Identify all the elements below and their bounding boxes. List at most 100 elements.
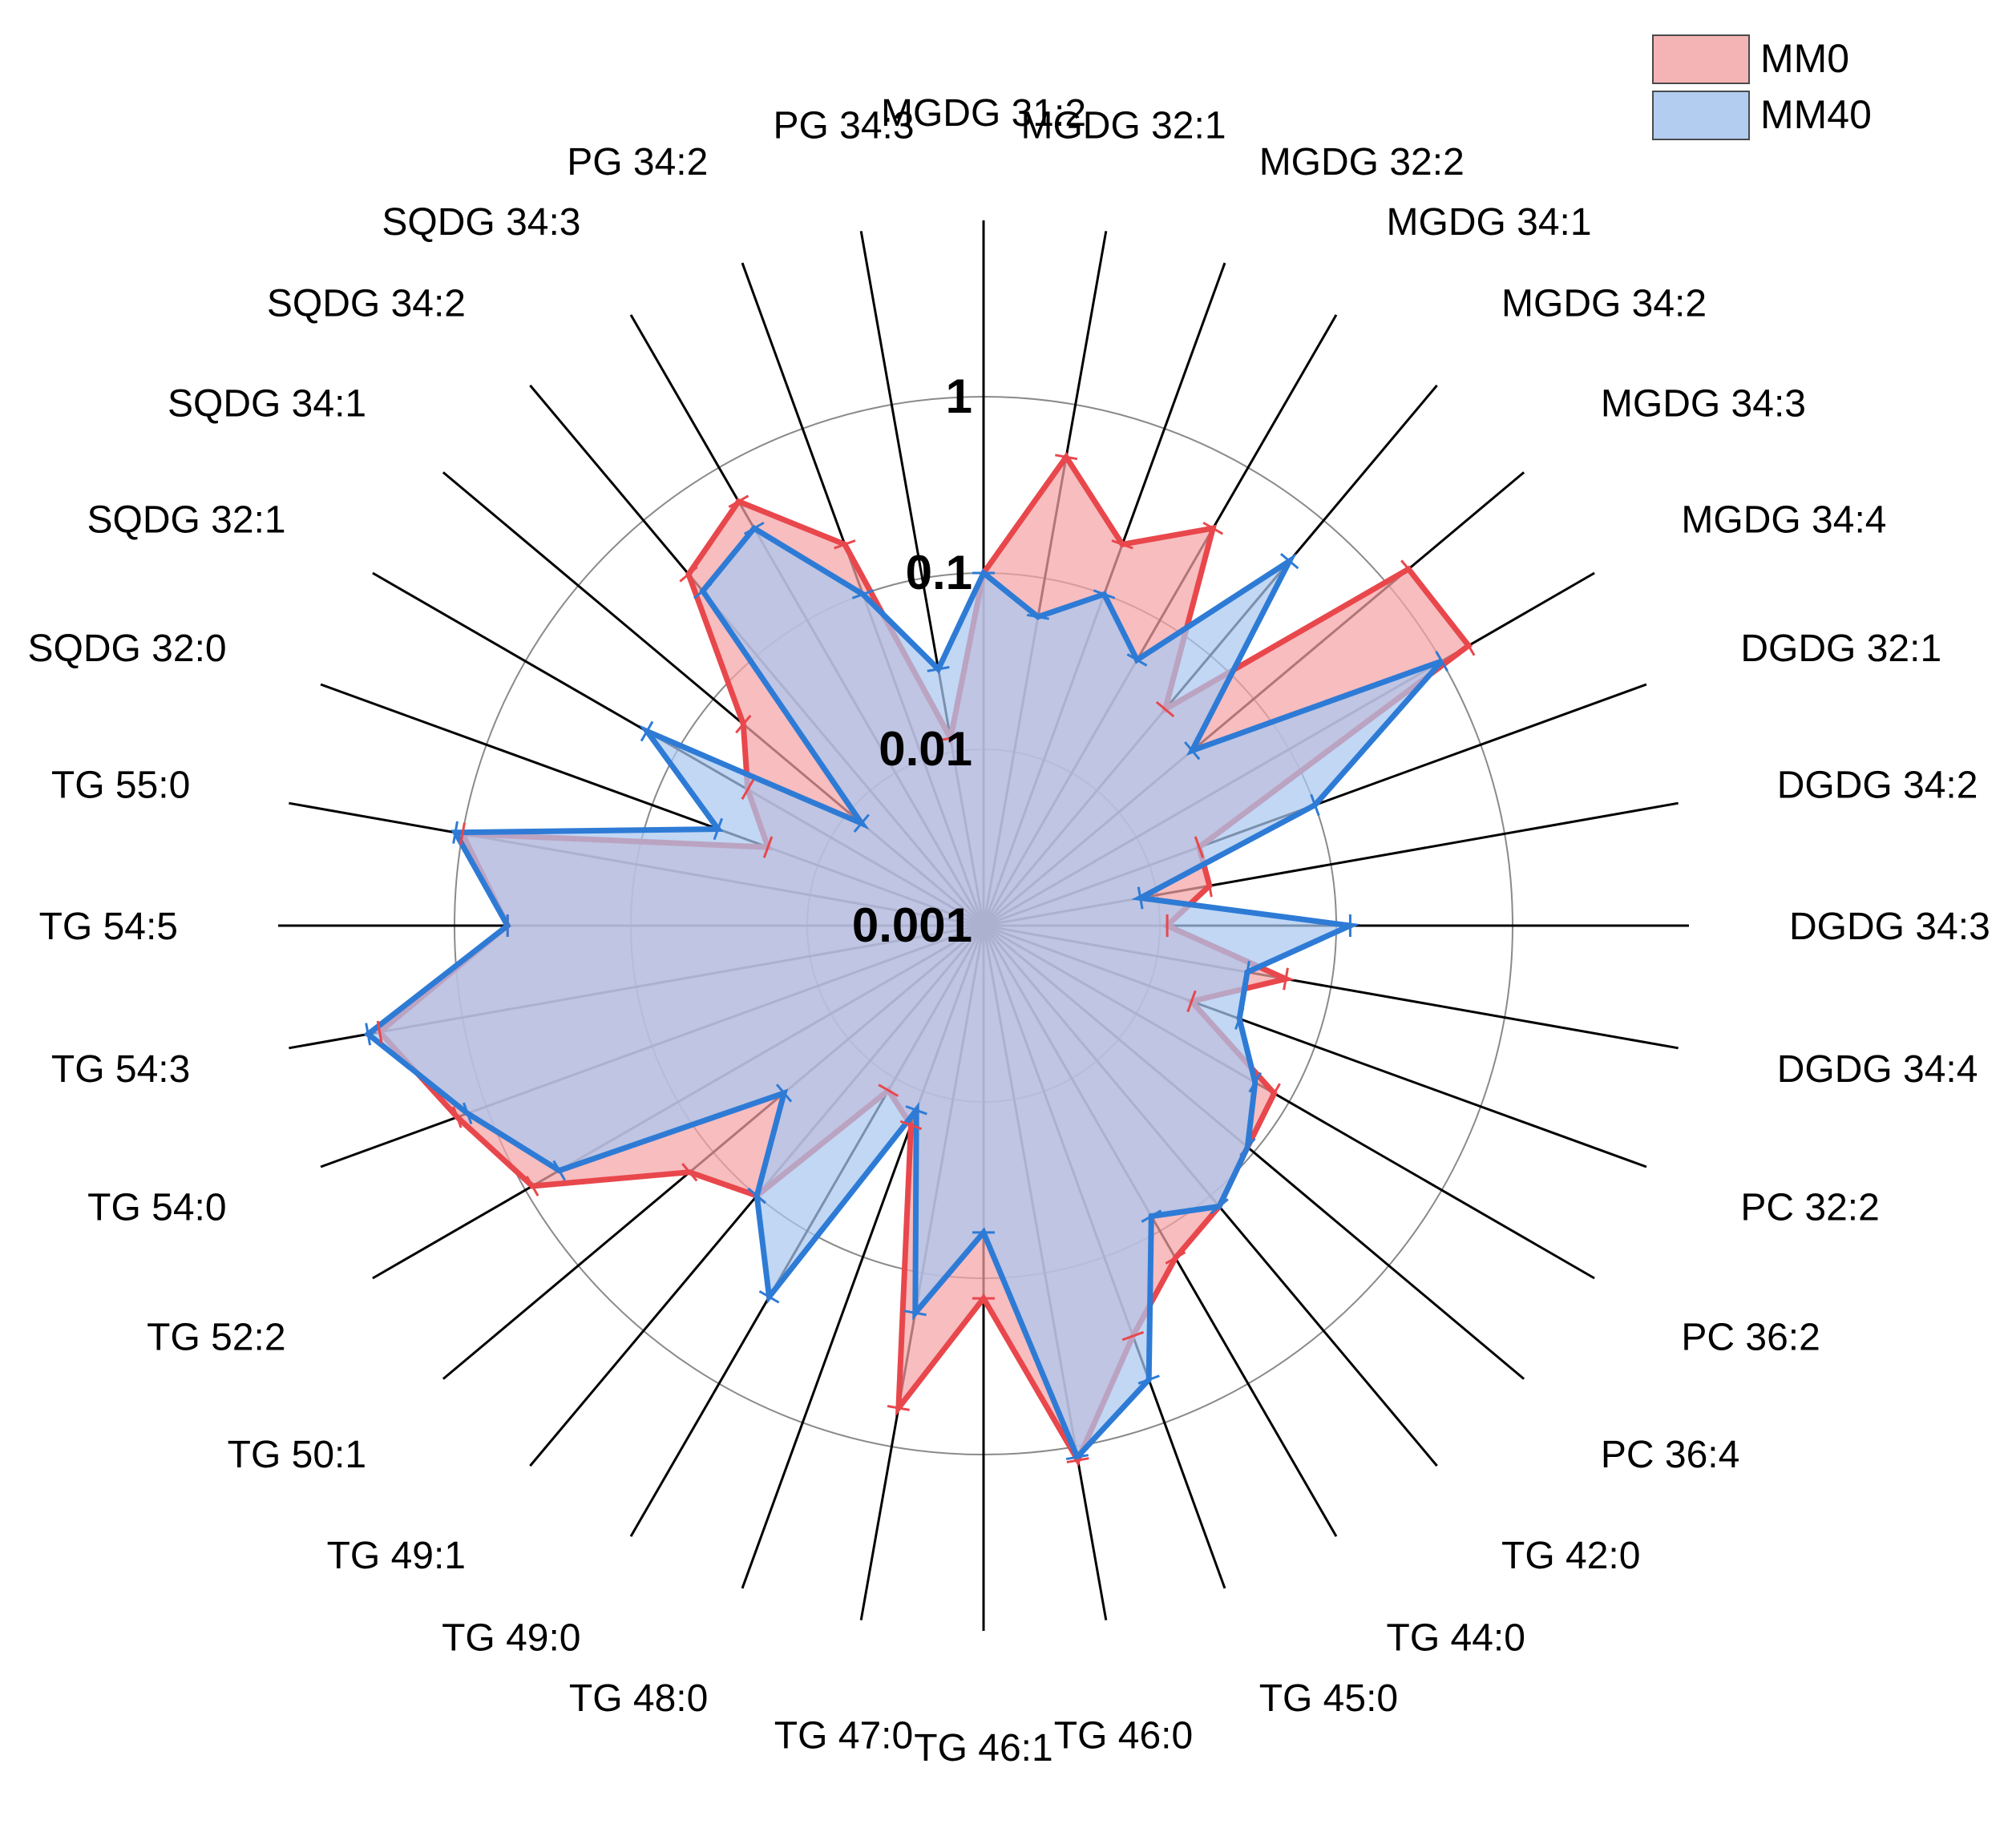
point-mm0-dgdg-32-1 xyxy=(1194,836,1205,858)
point-mm0-mgdg-32-2 xyxy=(1111,539,1133,550)
category-label-sqdg-34-1: SQDG 34:1 xyxy=(168,383,366,426)
point-mm40-mgdg-34-3 xyxy=(1184,740,1201,761)
category-label-dgdg-34-2: DGDG 34:2 xyxy=(1777,765,1978,807)
tick-label-0-001: 0.001 xyxy=(852,898,972,952)
point-mm0-mgdg-34-3 xyxy=(1400,559,1417,579)
category-label-mgdg-34-4: MGDG 34:4 xyxy=(1681,499,1886,542)
legend: MM0 MM40 xyxy=(1652,34,1872,140)
tick-label-1: 1 xyxy=(946,369,972,423)
tick-label-0-01: 0.01 xyxy=(879,722,972,776)
point-mm40-sqdg-34-2 xyxy=(693,583,713,599)
category-label-mgdg-34-2: MGDG 34:2 xyxy=(1501,283,1707,325)
category-label-tg-42-0: TG 42:0 xyxy=(1501,1535,1640,1577)
point-mm0-pg-34-3 xyxy=(939,735,962,742)
point-mm0-tg-45-0 xyxy=(1121,1330,1145,1342)
point-mm40-tg-50-1 xyxy=(775,1084,793,1103)
point-mm40-tg-47-0 xyxy=(903,1309,927,1317)
point-mm0-mgdg-34-4 xyxy=(1461,635,1476,656)
category-label-tg-46-0: TG 46:0 xyxy=(1054,1714,1193,1757)
category-label-sqdg-34-2: SQDG 34:2 xyxy=(267,283,466,325)
point-mm40-mgdg-32-2 xyxy=(1093,589,1116,599)
point-mm40-dgdg-34-2 xyxy=(1137,886,1144,910)
point-mm40-dgdg-34-4 xyxy=(1244,960,1250,984)
category-label-mgdg-34-1: MGDG 34:1 xyxy=(1387,201,1592,244)
point-mm0-tg-46-0 xyxy=(1066,1457,1089,1464)
point-mm40-mgdg-32-1 xyxy=(1026,613,1049,620)
point-mm40-tg-42-0 xyxy=(1210,1198,1229,1215)
point-mm40-pc-32-2 xyxy=(1234,1007,1245,1030)
category-label-tg-54-0: TG 54:0 xyxy=(87,1187,226,1229)
category-label-pc-36-2: PC 36:2 xyxy=(1681,1317,1820,1359)
point-mm0-mgdg-32-1 xyxy=(1055,454,1078,461)
point-mm0-dgdg-34-2 xyxy=(1206,874,1213,898)
point-mm40-tg-55-0 xyxy=(452,821,459,844)
point-mm0-sqdg-34-1 xyxy=(735,714,752,734)
point-mm40-mgdg-34-4 xyxy=(1435,651,1448,672)
category-label-tg-54-5: TG 54:5 xyxy=(39,906,178,948)
legend-label-mm0: MM0 xyxy=(1760,36,1849,81)
category-label-sqdg-32-0: SQDG 32:0 xyxy=(27,628,226,670)
point-mm40-mgdg-34-2 xyxy=(1279,552,1299,570)
point-mm0-tg-52-2 xyxy=(525,1176,539,1196)
point-mm40-tg-54-3 xyxy=(365,1023,372,1046)
category-label-mgdg-31-2: MGDG 31:2 xyxy=(881,92,1086,135)
category-label-tg-45-0: TG 45:0 xyxy=(1259,1677,1398,1720)
category-label-mgdg-34-3: MGDG 34:3 xyxy=(1601,383,1806,426)
point-mm40-tg-48-0 xyxy=(905,1105,927,1116)
point-mm0-tg-55-0 xyxy=(459,822,466,845)
category-label-tg-54-3: TG 54:3 xyxy=(51,1048,190,1091)
point-mm40-tg-45-0 xyxy=(1137,1374,1160,1385)
point-mm40-sqdg-32-1 xyxy=(640,720,654,742)
point-mm40-sqdg-32-0 xyxy=(713,817,724,841)
point-mm40-tg-54-0 xyxy=(463,1102,473,1124)
category-label-tg-50-1: TG 50:1 xyxy=(228,1434,366,1476)
point-mm0-pc-32-2 xyxy=(1186,990,1197,1013)
point-mm0-sqdg-32-1 xyxy=(741,779,755,801)
category-label-dgdg-32-1: DGDG 32:1 xyxy=(1740,628,1941,670)
point-mm40-tg-52-2 xyxy=(552,1160,566,1181)
point-mm40-pg-34-2 xyxy=(851,589,875,599)
point-mm0-tg-44-0 xyxy=(1165,1251,1186,1265)
category-label-sqdg-34-3: SQDG 34:3 xyxy=(382,201,580,244)
category-label-tg-52-2: TG 52:2 xyxy=(147,1317,285,1359)
point-mm40-tg-49-1 xyxy=(747,1187,766,1205)
category-label-pc-32-2: PC 32:2 xyxy=(1740,1187,1879,1229)
point-mm40-tg-49-0 xyxy=(758,1289,780,1304)
category-label-pg-34-2: PG 34:2 xyxy=(567,141,708,184)
point-mm40-tg-44-0 xyxy=(1141,1209,1162,1223)
point-mm0-pc-36-2 xyxy=(1267,1083,1281,1104)
point-mm0-pg-34-2 xyxy=(834,539,856,550)
category-label-sqdg-32-1: SQDG 32:1 xyxy=(87,499,285,542)
point-mm40-sqdg-34-1 xyxy=(853,813,870,833)
point-mm40-sqdg-34-3 xyxy=(743,521,765,535)
category-label-mgdg-32-2: MGDG 32:2 xyxy=(1259,141,1465,184)
point-mm40-pg-34-3 xyxy=(927,666,950,672)
point-mm40-mgdg-34-1 xyxy=(1126,653,1148,667)
tick-label-0-1: 0.1 xyxy=(906,546,972,599)
category-label-tg-49-1: TG 49:1 xyxy=(327,1535,466,1577)
category-label-pg-34-3: PG 34:3 xyxy=(773,104,914,147)
legend-swatch-mm0 xyxy=(1652,34,1750,84)
category-label-tg-47-0: TG 47:0 xyxy=(774,1714,913,1757)
radial-tick-labels: 1 0.1 0.01 0.001 xyxy=(852,369,972,952)
point-mm0-mgdg-34-1 xyxy=(1202,521,1224,535)
point-mm0-sqdg-32-0 xyxy=(762,836,774,858)
legend-label-mm40: MM40 xyxy=(1760,92,1872,137)
point-mm0-tg-47-0 xyxy=(887,1404,910,1411)
category-label-pc-36-4: PC 36:4 xyxy=(1601,1434,1739,1476)
category-label-tg-44-0: TG 44:0 xyxy=(1387,1617,1525,1660)
point-mm40-pc-36-2 xyxy=(1248,1071,1263,1093)
point-mm0-sqdg-34-2 xyxy=(679,566,698,583)
series-layer xyxy=(363,451,1476,1467)
point-mm0-tg-54-0 xyxy=(452,1106,463,1128)
category-label-tg-48-0: TG 48:0 xyxy=(569,1677,708,1720)
point-mm0-tg-48-0 xyxy=(899,1120,923,1131)
category-label-dgdg-34-4: DGDG 34:4 xyxy=(1777,1048,1978,1091)
point-mm40-dgdg-32-1 xyxy=(1310,793,1320,817)
category-label-mgdg-32-1: MGDG 32:1 xyxy=(1020,104,1226,147)
category-label-dgdg-34-3: DGDG 34:3 xyxy=(1789,906,1990,948)
point-mm0-mgdg-34-2 xyxy=(1155,700,1175,718)
category-label-tg-55-0: TG 55:0 xyxy=(51,765,190,807)
